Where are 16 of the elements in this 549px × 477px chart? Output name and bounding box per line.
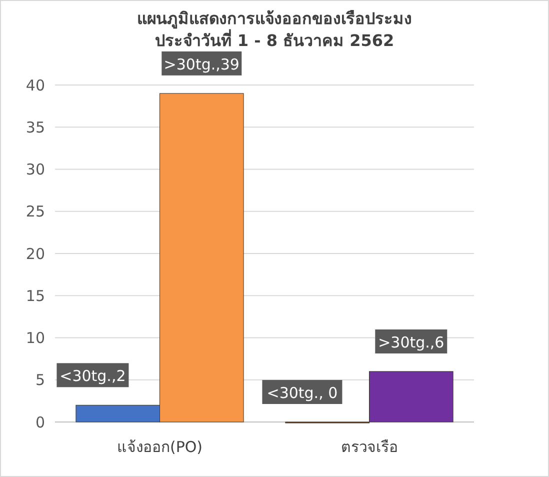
y-tick-label: 15: [26, 286, 45, 305]
y-tick-label: 40: [26, 76, 45, 94]
data-label: <30tg., 0: [266, 384, 338, 402]
data-label: >30tg.,6: [378, 333, 444, 352]
y-tick-label: 35: [26, 118, 45, 136]
y-tick-label: 20: [26, 244, 45, 263]
chart-title: แผนภูมิแสดงการแจ้งออกของเรือประมง ประจำวันที่ 1 - 8 ธันวาคม 2562: [137, 9, 412, 50]
data-label: <30tg.,2: [60, 367, 126, 386]
y-tick-label: 30: [26, 160, 45, 178]
y-tick-label: 10: [26, 329, 45, 347]
x-tick-label: ตรวจเรือ: [340, 438, 398, 456]
y-tick-label: 5: [35, 371, 45, 390]
y-tick-label: 0: [35, 413, 45, 432]
y-tick-label: 25: [26, 202, 45, 221]
data-label: >30tg.,39: [164, 55, 240, 74]
x-tick-label: แจ้งออก(PO): [116, 438, 203, 456]
